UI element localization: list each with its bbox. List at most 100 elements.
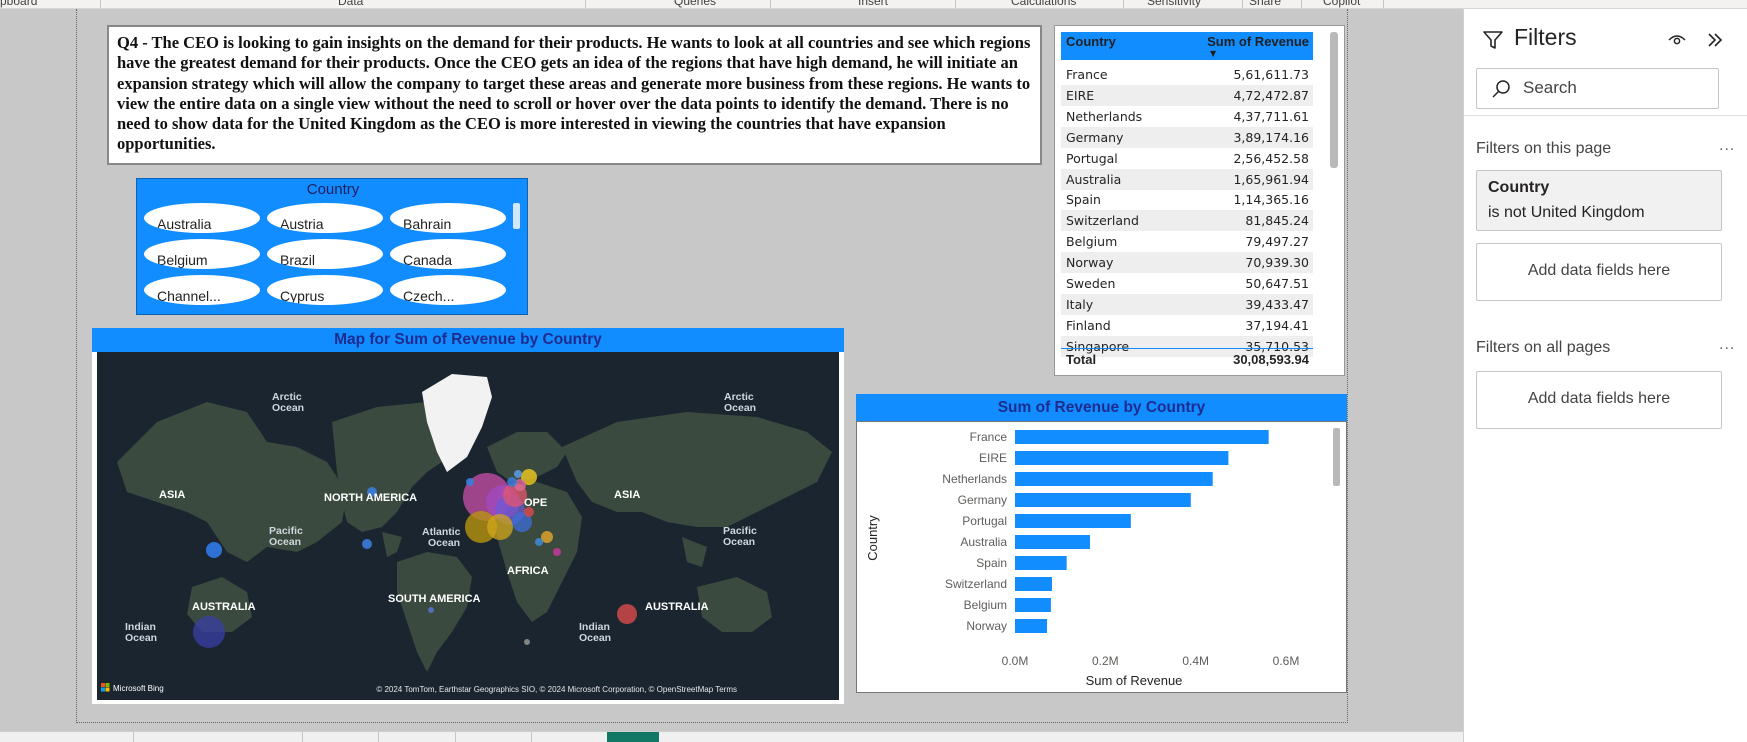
table-row[interactable]: Spain 1,14,365.16: [1061, 189, 1313, 210]
ribbon-label-copilot[interactable]: Copilot: [1323, 0, 1361, 8]
bar-category-label: Australia: [960, 535, 1007, 549]
bar-category-label: Norway: [966, 619, 1007, 633]
table-cell-country: Italy: [1066, 296, 1094, 312]
table-row[interactable]: Singapore 35,710.53: [1061, 335, 1313, 357]
country-slicer[interactable]: Country Australia Austria Bahrain Belgiu…: [136, 178, 528, 315]
revenue-table[interactable]: Country Sum of Revenue ▼ France 5,61,611.…: [1054, 25, 1345, 376]
table-row[interactable]: Australia 1,65,961.94: [1061, 168, 1313, 190]
bar-chart-visual[interactable]: France EIRE Netherlands Germany Portugal Aust…: [856, 421, 1347, 693]
country-filter-card[interactable]: Country is not United Kingdom: [1476, 170, 1722, 231]
ocean-label: Arctic: [272, 391, 302, 403]
map-label-north-america: NORTH AMERICA: [324, 492, 417, 504]
table-row[interactable]: Belgium 79,497.27: [1061, 231, 1313, 252]
table-cell-revenue: 4,72,472.87: [1233, 87, 1309, 103]
map-attribution[interactable]: © 2024 TomTom, Earthstar Geographics SIO…: [376, 685, 737, 694]
table-total-value: 30,08,593.94: [1233, 352, 1309, 367]
bar[interactable]: [1015, 556, 1067, 570]
table-row[interactable]: EIRE 4,72,472.87: [1061, 84, 1313, 106]
bing-logo: Microsoft Bing: [101, 683, 164, 693]
table-row[interactable]: Finland 37,194.41: [1061, 315, 1313, 336]
ocean-label: Ocean: [125, 632, 157, 644]
bar[interactable]: [1015, 535, 1090, 549]
bar[interactable]: [1015, 577, 1052, 591]
ribbon-label-share[interactable]: Share: [1249, 0, 1282, 8]
map-land: [117, 402, 832, 672]
table-cell-revenue: 2,56,452.58: [1233, 150, 1309, 166]
report-canvas: [76, 9, 1348, 723]
table-row[interactable]: France 5,61,611.73: [1061, 64, 1313, 85]
bar[interactable]: [1015, 514, 1131, 528]
map-label-australia-right: AUSTRALIA: [645, 601, 709, 613]
x-tick-label: 0.6M: [1273, 654, 1300, 668]
bar-chart-xlabel: Sum of Revenue: [1086, 673, 1183, 688]
ribbon-label-clipboard[interactable]: pboard: [0, 0, 38, 8]
ocean-label: Ocean: [428, 537, 460, 549]
map-visual[interactable]: ASIA NORTH AMERICA OPE ASIA AFRICA SOUTH…: [92, 352, 844, 704]
x-tick-label: 0.2M: [1092, 654, 1119, 668]
active-page-tab[interactable]: [607, 732, 659, 742]
table-header-country[interactable]: Country: [1066, 34, 1116, 49]
table-header-revenue[interactable]: Sum of Revenue: [1207, 34, 1309, 49]
slicer-chip[interactable]: Belgium: [144, 239, 260, 269]
slicer-chip[interactable]: Channel...: [144, 275, 260, 305]
bar-category-label: Portugal: [962, 514, 1007, 528]
table-row[interactable]: Sweden 50,647.51: [1061, 273, 1313, 294]
map-canvas[interactable]: ASIA NORTH AMERICA OPE ASIA AFRICA SOUTH…: [97, 352, 839, 700]
slicer-chip[interactable]: Bahrain: [390, 203, 506, 233]
table-row[interactable]: Germany 3,89,174.16: [1061, 126, 1313, 148]
slicer-chip[interactable]: Czech...: [390, 275, 506, 305]
bar[interactable]: [1015, 472, 1213, 486]
slicer-chip[interactable]: Austria: [267, 203, 383, 233]
bar[interactable]: [1015, 619, 1048, 633]
table-row[interactable]: Switzerland 81,845.24: [1061, 210, 1313, 232]
ocean-label: Indian: [125, 621, 156, 633]
table-cell-revenue: 50,647.51: [1245, 276, 1309, 291]
ocean-label: Pacific: [269, 525, 303, 537]
ribbon-label-calculations[interactable]: Calculations: [1011, 0, 1077, 8]
table-cell-country: Portugal: [1066, 150, 1118, 166]
map-bubble: [206, 542, 222, 558]
collapse-pane-icon[interactable]: [1706, 31, 1724, 49]
filters-search-input[interactable]: Search: [1476, 68, 1719, 109]
slicer-chip[interactable]: Brazil: [267, 239, 383, 269]
add-fields-all-pages-dropzone[interactable]: Add data fields here: [1476, 371, 1722, 429]
eye-icon[interactable]: [1668, 33, 1686, 47]
table-cell-revenue: 5,61,611.73: [1233, 67, 1309, 82]
map-bubble: [535, 538, 543, 546]
bar[interactable]: [1015, 430, 1269, 444]
bar-chart-scrollbar[interactable]: [1333, 428, 1340, 486]
bar[interactable]: [1015, 451, 1229, 465]
table-row[interactable]: Netherlands 4,37,711.61: [1061, 106, 1313, 127]
bar[interactable]: [1015, 493, 1191, 507]
ocean-label: Ocean: [723, 536, 755, 548]
bar-category-label: Belgium: [964, 598, 1007, 612]
question-textbox[interactable]: Q4 - The CEO is looking to gain insights…: [107, 25, 1042, 165]
more-options-icon[interactable]: ...: [1719, 336, 1736, 353]
page-tabs-bar: [0, 731, 1463, 742]
slicer-chip[interactable]: Canada: [390, 239, 506, 269]
ribbon-label-insert[interactable]: Insert: [858, 0, 889, 8]
more-options-icon[interactable]: ...: [1719, 137, 1736, 154]
map-bubble: [466, 478, 474, 486]
slicer-chip[interactable]: Cyprus: [267, 275, 383, 305]
table-scrollbar[interactable]: [1330, 32, 1338, 168]
ribbon-label-queries[interactable]: Queries: [674, 0, 717, 8]
filter-icon: [1483, 31, 1503, 49]
table-cell-revenue: 70,939.30: [1245, 255, 1309, 271]
bar[interactable]: [1015, 598, 1051, 612]
bar-chart-title: Sum of Revenue by Country: [856, 394, 1347, 421]
table-row[interactable]: Portugal 2,56,452.58: [1061, 148, 1313, 169]
add-fields-page-dropzone[interactable]: Add data fields here: [1476, 243, 1722, 301]
table-row[interactable]: Italy 39,433.47: [1061, 293, 1313, 315]
table-row[interactable]: Norway 70,939.30: [1061, 252, 1313, 274]
ribbon-label-data[interactable]: Data: [338, 0, 364, 8]
map-label-africa: AFRICA: [507, 565, 549, 577]
map-bubbles: [193, 469, 637, 648]
table-cell-country: France: [1066, 67, 1108, 82]
table-cell-revenue: 1,65,961.94: [1233, 171, 1309, 187]
map-bubble: [541, 531, 553, 543]
slicer-scrollbar[interactable]: [513, 203, 520, 229]
ribbon-label-sensitivity[interactable]: Sensitivity: [1147, 0, 1202, 8]
map-bubble: [507, 477, 517, 487]
slicer-chip[interactable]: Australia: [144, 203, 260, 233]
